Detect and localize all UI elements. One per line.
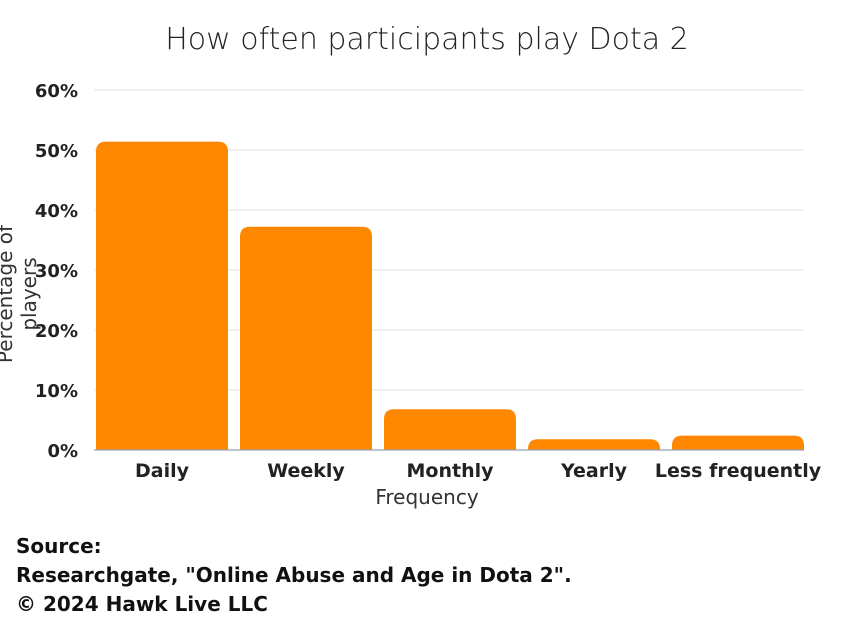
source-note: Source: Researchgate, "Online Abuse and … [16, 532, 572, 619]
source-label: Source: [16, 534, 102, 558]
source-text: Researchgate, "Online Abuse and Age in D… [16, 563, 572, 587]
bar-yearly [528, 439, 660, 450]
bar-monthly [384, 409, 516, 450]
bar-weekly [240, 226, 372, 450]
y-tick-label: 0% [47, 441, 78, 462]
y-tick-label: 30% [35, 261, 78, 282]
x-tick-label: Weekly [267, 460, 345, 482]
x-tick-label: Yearly [560, 460, 628, 482]
y-tick-label: 40% [35, 201, 78, 222]
x-tick-label: Less frequently [655, 460, 822, 482]
y-tick-label: 20% [35, 321, 78, 342]
bar-daily [96, 141, 228, 450]
y-tick-label: 60% [35, 81, 78, 102]
x-tick-label: Monthly [407, 460, 495, 482]
y-tick-label: 10% [35, 381, 78, 402]
chart-title: How often participants play Dota 2 [165, 22, 689, 57]
x-tick-label: Daily [135, 460, 190, 482]
bar-less-frequently [672, 435, 804, 450]
copyright: © 2024 Hawk Live LLC [16, 592, 268, 616]
y-tick-label: 50% [35, 141, 78, 162]
x-axis-label: Frequency [375, 485, 479, 509]
